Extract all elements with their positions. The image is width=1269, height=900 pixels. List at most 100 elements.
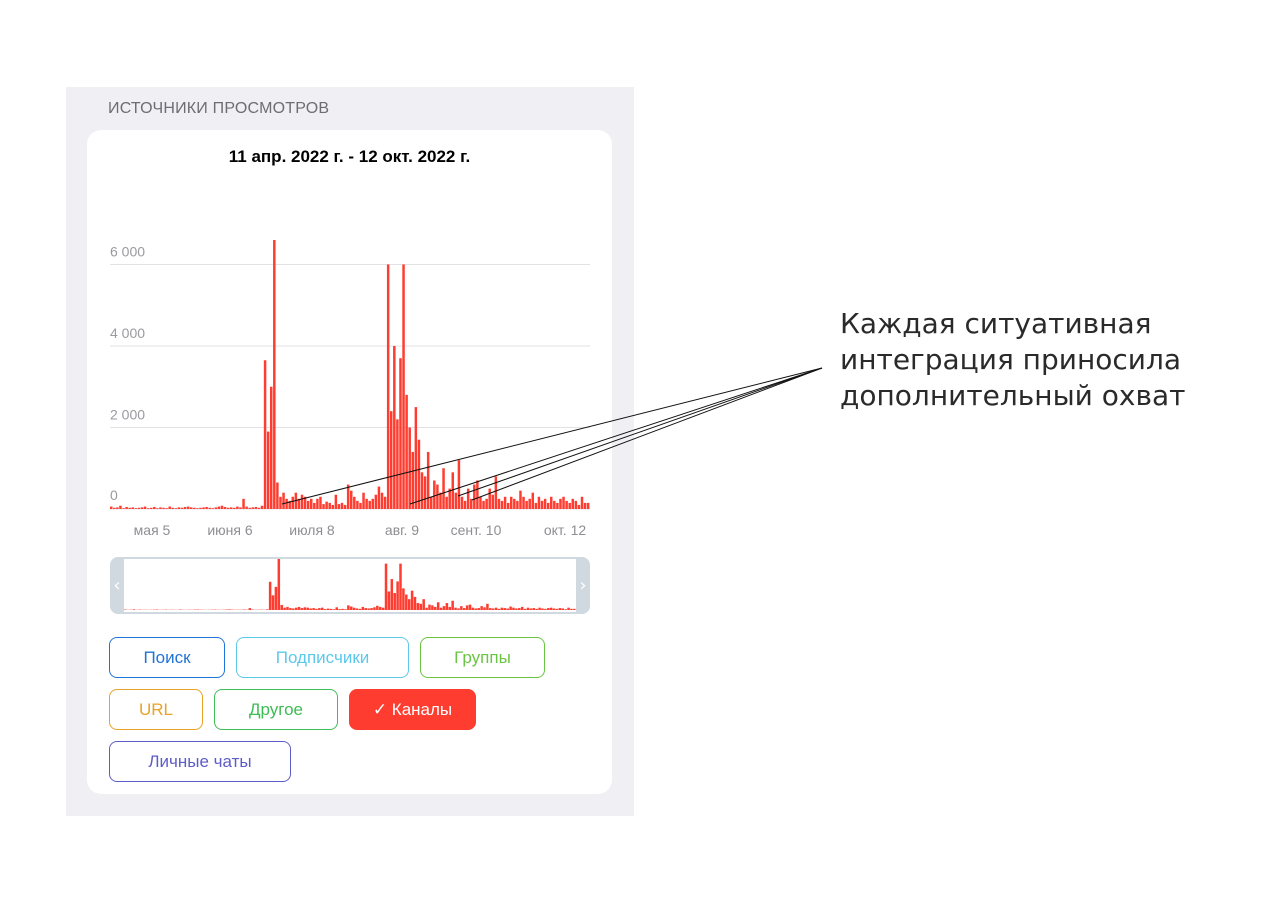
navigator-bar [544,608,547,610]
y-tick-label: 2 000 [110,406,145,422]
bar [233,507,236,509]
bar [537,496,541,509]
legend-toggle-button[interactable]: URL [109,689,203,730]
bar [202,507,205,509]
bar [313,502,316,509]
bar [396,419,399,509]
x-tick-label: сент. 10 [451,522,502,538]
navigator-bar [428,604,431,610]
bar [586,502,590,509]
navigator-bar [297,606,301,610]
navigator-bar [318,608,321,610]
bar [488,488,491,509]
bar [254,506,258,509]
bar [143,506,147,509]
annotation-line: Каждая ситуативная [840,307,1152,340]
legend-toggle-button[interactable]: Личные чаты [109,741,291,782]
x-tick-label: мая 5 [134,522,171,538]
navigator-bar [570,608,573,610]
callout-line [281,367,823,505]
bar [251,507,255,509]
bar [571,498,575,509]
bar [146,508,150,509]
bar [113,507,116,509]
bar [510,496,513,509]
bar [236,506,239,509]
legend-toggle-button[interactable]: Поиск [109,637,225,678]
navigator-bar [541,608,544,610]
navigator-bar [474,608,478,610]
navigator-bar [465,605,469,610]
navigator-bar [419,603,423,610]
bar [350,490,353,509]
navigator-bar [306,607,310,610]
navigator-right-handle[interactable]: › [579,575,586,596]
navigator-bar [344,609,347,610]
navigator-bar [512,607,515,610]
bar [368,500,371,509]
bar [414,407,418,509]
bar [291,496,295,509]
legend-toggle-button[interactable]: Подписчики [236,637,409,678]
bar [248,507,251,509]
bar [230,507,233,509]
navigator-bar [350,606,353,610]
bar [183,506,187,509]
legend-toggle-button[interactable]: Другое [214,689,338,730]
navigator-bar [393,593,396,610]
navigator-bar [494,607,498,610]
bar [242,498,245,509]
x-tick-label: июля 8 [289,522,335,538]
navigator-bar [396,581,399,610]
x-tick-label: окт. 12 [544,522,586,538]
bar [380,492,384,509]
navigator-bar [341,608,344,610]
bar [574,500,578,509]
navigator-bar [425,607,428,610]
bar [190,507,193,509]
bar [306,500,310,509]
navigator-bar [500,607,504,610]
navigator-bar [294,607,298,610]
bar [491,494,495,509]
navigator-bar [274,586,278,610]
navigator-bar [321,607,324,610]
bar [165,508,168,509]
range-navigator[interactable]: ‹ › [110,557,590,614]
bar [300,494,304,509]
bar [310,498,313,509]
annotation-line: дополнительный охват [840,379,1186,412]
bar [297,498,301,509]
bar [580,496,584,509]
legend-toggle-button[interactable]: ✓ Каналы [349,689,476,730]
bar [116,507,119,509]
navigator-bar [352,607,356,610]
navigator-bar [549,607,553,610]
bar [359,502,362,509]
callout-line [457,367,823,497]
navigator-bar [486,603,489,610]
bar [377,486,381,509]
bar [193,507,196,509]
navigator-window [124,559,576,612]
bar [226,507,230,509]
navigator-bar [309,608,312,610]
bar [482,500,485,509]
bar [562,496,565,509]
bar [525,500,528,509]
navigator-bar [373,607,376,610]
bar [448,488,451,509]
bar [559,498,562,509]
bar [131,507,135,509]
navigator-left-handle[interactable]: ‹ [113,575,120,596]
navigator-bar [364,608,367,610]
navigator-bar [529,608,533,610]
bar [125,506,128,509]
legend-toggle-button[interactable]: Группы [420,637,545,678]
bar [543,498,547,509]
bar [270,386,273,509]
bar [362,492,365,509]
bar [556,502,559,509]
bar [503,496,507,509]
bar [417,439,421,509]
